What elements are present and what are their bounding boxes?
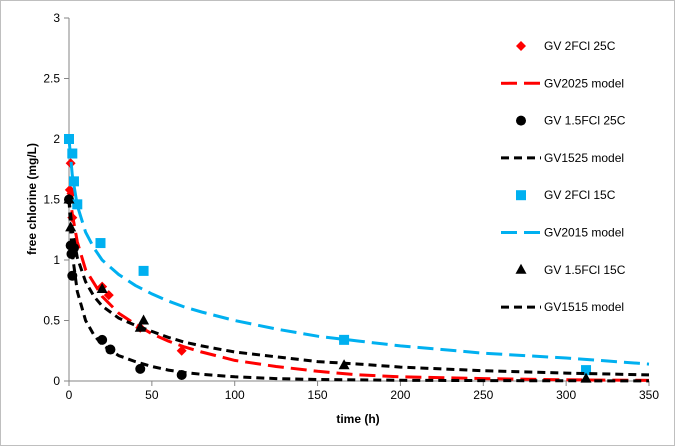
legend-label: GV1525 model xyxy=(544,151,624,165)
legend-swatch-marker xyxy=(516,190,526,201)
legend-label: GV2015 model xyxy=(544,226,624,240)
series-layer xyxy=(63,134,650,383)
legend-label: GV 2FCl 15C xyxy=(544,188,616,202)
series-gv2025-model xyxy=(67,187,650,382)
legend: GV 2FCl 25C GV2025 model GV 1.5FCl 25C GV15… xyxy=(501,39,626,314)
x-axis-title: time (h) xyxy=(336,412,379,426)
legend-swatch-marker xyxy=(516,115,526,126)
y-tick-label: 2 xyxy=(53,132,60,146)
legend-entry-gv-1-5fcl-25c: GV 1.5FCl 25C xyxy=(516,114,626,128)
model-line-gv2015-model xyxy=(67,138,650,366)
legend-entry-gv2025-model: GV2025 model xyxy=(501,76,624,90)
x-tick-label: 250 xyxy=(473,388,493,402)
legend-entry-gv-1-5fcl-15c: GV 1.5FCl 15C xyxy=(515,263,626,277)
data-point xyxy=(580,372,592,383)
axes: 0 0.5 1 1.5 2 2.5 3 0 50 100 150 200 250 300 350 xyxy=(43,11,659,402)
y-tick-label: 0 xyxy=(53,374,60,388)
x-tick-label: 50 xyxy=(145,388,159,402)
legend-label: GV 2FCl 25C xyxy=(544,39,616,53)
data-point xyxy=(72,199,83,210)
series-gv1515-model xyxy=(67,199,650,377)
legend-label: GV2025 model xyxy=(544,76,624,90)
x-tick-label: 150 xyxy=(308,388,328,402)
x-tick-label: 350 xyxy=(639,388,659,402)
x-tick-label: 300 xyxy=(556,388,576,402)
data-point xyxy=(581,365,592,376)
legend-label: GV 1.5FCl 15C xyxy=(544,263,626,277)
model-line-gv1515-model xyxy=(67,199,650,377)
series-gv-2fcl-15c xyxy=(64,134,592,376)
data-point xyxy=(138,314,150,325)
data-point xyxy=(67,148,78,159)
legend-entry-gv2015-model: GV2015 model xyxy=(501,226,624,240)
y-tick-label: 2.5 xyxy=(43,72,60,86)
data-point xyxy=(96,283,108,294)
y-tick-label: 0.5 xyxy=(43,314,60,328)
legend-entry-gv-2fcl-25c: GV 2FCl 25C xyxy=(516,39,616,53)
legend-entry-gv-2fcl-15c: GV 2FCl 15C xyxy=(516,188,616,202)
data-point xyxy=(63,193,75,204)
x-tick-label: 0 xyxy=(66,388,73,402)
x-tick-label: 100 xyxy=(225,388,245,402)
model-line-gv2025-model xyxy=(67,187,650,382)
y-tick-label: 1 xyxy=(53,253,60,267)
y-axis-title: free chlorine (mg/L) xyxy=(25,143,39,255)
data-point xyxy=(138,265,149,276)
y-tick-label: 3 xyxy=(53,11,60,25)
data-point xyxy=(135,363,146,374)
legend-label: GV1515 model xyxy=(544,300,624,314)
x-tick-label: 200 xyxy=(390,388,410,402)
legend-label: GV 1.5FCl 25C xyxy=(544,114,626,128)
y-tick-label: 1.5 xyxy=(43,193,60,207)
series-gv2015-model xyxy=(67,138,650,366)
data-point xyxy=(68,176,79,187)
series-gv1525-model xyxy=(67,199,650,383)
data-point xyxy=(95,238,106,249)
legend-entry-gv1525-model: GV1525 model xyxy=(501,151,624,165)
legend-swatch-marker xyxy=(515,263,527,274)
legend-swatch-marker xyxy=(516,41,526,51)
data-point xyxy=(339,334,350,345)
model-line-gv1525-model xyxy=(67,199,650,383)
legend-entry-gv1515-model: GV1515 model xyxy=(501,300,624,314)
